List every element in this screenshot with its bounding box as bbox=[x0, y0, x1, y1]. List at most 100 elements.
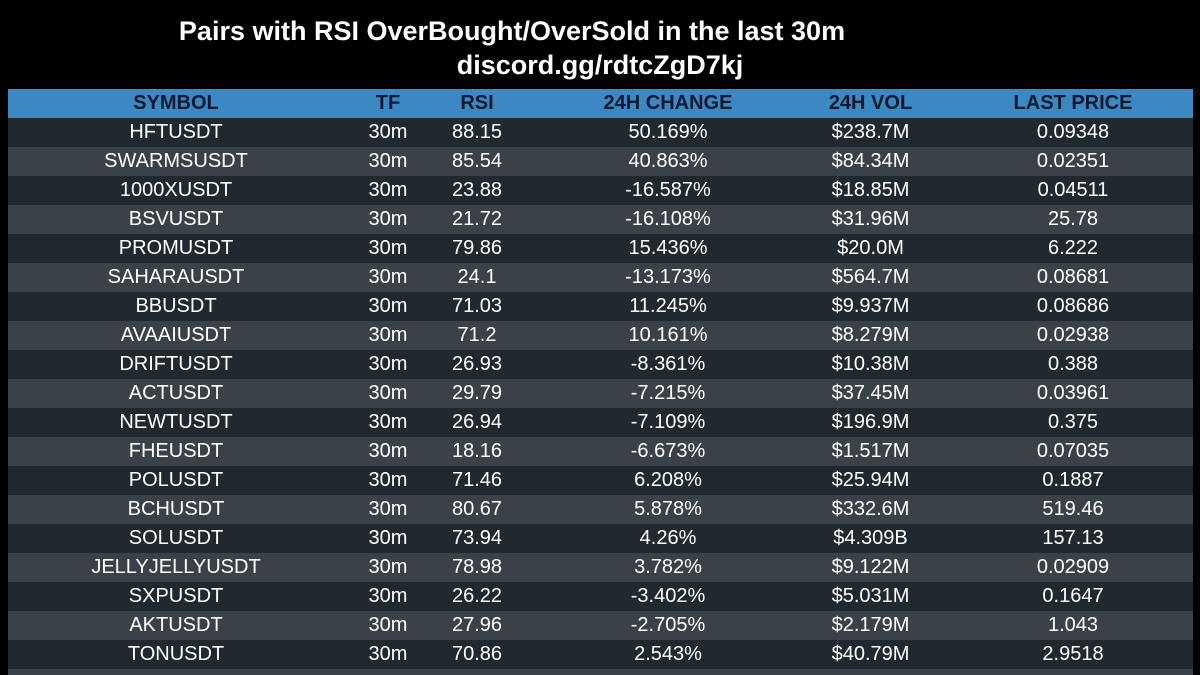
cell-24h-change: -6.673% bbox=[630, 440, 706, 462]
cell-last-price: 6.222 bbox=[1047, 237, 1099, 259]
cell-24h-vol: $5.031M bbox=[831, 585, 910, 607]
cell-24h-vol: $8.279M bbox=[831, 324, 910, 346]
table-row: AKTUSDT 30m 27.96 -2.705% $2.179M 1.043 bbox=[8, 611, 1193, 640]
cell-tf: 30m bbox=[368, 411, 408, 433]
cell-rsi: 73.94 bbox=[451, 527, 503, 549]
cell-24h-vol: $238.7M bbox=[831, 121, 910, 143]
page-title: Pairs with RSI OverBought/OverSold in th… bbox=[178, 16, 846, 46]
table-row: DRIFTUSDT 30m 26.93 -8.361% $10.38M 0.38… bbox=[8, 350, 1193, 379]
cell-24h-change: -2.705% bbox=[630, 614, 706, 636]
cell-24h-change: 2.543% bbox=[634, 643, 702, 665]
table-row: 1000XUSDT 30m 23.88 -16.587% $18.85M 0.0… bbox=[8, 176, 1193, 205]
cell-last-price: 0.375 bbox=[1047, 411, 1099, 433]
cell-tf: 30m bbox=[368, 150, 408, 172]
header-24h-change: 24H CHANGE bbox=[603, 92, 733, 114]
cell-tf: 30m bbox=[368, 237, 408, 259]
cell-24h-vol: $196.9M bbox=[831, 411, 910, 433]
cell-rsi: 26.22 bbox=[451, 585, 503, 607]
cell-tf: 30m bbox=[368, 643, 408, 665]
cell-tf: 30m bbox=[368, 498, 408, 520]
cell-last-price: 0.1647 bbox=[1042, 585, 1104, 607]
cell-symbol: JELLYJELLYUSDT bbox=[91, 556, 261, 578]
cell-symbol: DRIFTUSDT bbox=[119, 353, 233, 375]
cell-24h-change: 40.863% bbox=[628, 150, 708, 172]
cell-last-price: 0.07035 bbox=[1036, 440, 1110, 462]
cell-24h-vol: $31.96M bbox=[831, 208, 910, 230]
cell-last-price: 0.02938 bbox=[1036, 324, 1110, 346]
cell-rsi: 29.79 bbox=[451, 382, 503, 404]
header-last-price: LAST PRICE bbox=[1013, 92, 1133, 114]
table-row: SOLUSDT 30m 73.94 4.26% $4.309B 157.13 bbox=[8, 524, 1193, 553]
cell-symbol: POLUSDT bbox=[128, 469, 224, 491]
header-symbol: SYMBOL bbox=[133, 92, 219, 114]
table-row: POLUSDT 30m 71.46 6.208% $25.94M 0.1887 bbox=[8, 466, 1193, 495]
cell-symbol: SOLUSDT bbox=[128, 527, 224, 549]
cell-symbol: NEWTUSDT bbox=[119, 411, 233, 433]
cell-rsi: 88.15 bbox=[451, 121, 503, 143]
table-row: TONUSDT 30m 70.86 2.543% $40.79M 2.9518 bbox=[8, 640, 1193, 669]
cell-24h-change: -16.587% bbox=[625, 179, 711, 201]
cell-24h-change: 11.245% bbox=[629, 295, 707, 317]
cell-24h-vol: $9.937M bbox=[831, 295, 910, 317]
cell-symbol: 1000XUSDT bbox=[119, 179, 233, 201]
cell-symbol: PROMUSDT bbox=[118, 237, 234, 259]
cell-tf: 30m bbox=[368, 382, 408, 404]
cell-24h-change: 10.161% bbox=[628, 324, 708, 346]
cell-24h-change: 4.26% bbox=[639, 527, 697, 549]
cell-rsi: 85.54 bbox=[451, 150, 503, 172]
cell-tf: 30m bbox=[368, 585, 408, 607]
discord-link-text: discord.gg/rdtcZgD7kj bbox=[456, 50, 744, 80]
cell-symbol: ACTUSDT bbox=[128, 382, 224, 404]
table-row: AVAAIUSDT 30m 71.2 10.161% $8.279M 0.029… bbox=[8, 321, 1193, 350]
cell-rsi: 70.86 bbox=[451, 643, 503, 665]
cell-tf: 30m bbox=[368, 353, 408, 375]
cell-symbol: SAHARAUSDT bbox=[107, 266, 245, 288]
cell-24h-vol: $1.517M bbox=[831, 440, 910, 462]
cell-symbol: AKTUSDT bbox=[129, 614, 223, 636]
table-row-partial bbox=[8, 669, 1193, 675]
cell-last-price: 0.08681 bbox=[1036, 266, 1110, 288]
cell-24h-change: -13.173% bbox=[625, 266, 711, 288]
table-row: HFTUSDT 30m 88.15 50.169% $238.7M 0.0934… bbox=[8, 118, 1193, 147]
cell-last-price: 0.1887 bbox=[1042, 469, 1104, 491]
cell-rsi: 79.86 bbox=[451, 237, 503, 259]
cell-symbol: BBUSDT bbox=[135, 295, 217, 317]
cell-rsi: 27.96 bbox=[451, 614, 503, 636]
cell-last-price: 0.02351 bbox=[1036, 150, 1110, 172]
cell-tf: 30m bbox=[368, 527, 408, 549]
cell-24h-vol: $37.45M bbox=[831, 382, 910, 404]
cell-24h-change: -8.361% bbox=[630, 353, 706, 375]
cell-tf: 30m bbox=[368, 469, 408, 491]
cell-24h-vol: $4.309B bbox=[833, 527, 908, 549]
cell-24h-vol: $2.179M bbox=[831, 614, 910, 636]
cell-last-price: 0.02909 bbox=[1036, 556, 1110, 578]
cell-rsi: 71.03 bbox=[451, 295, 503, 317]
cell-symbol: AVAAIUSDT bbox=[120, 324, 232, 346]
cell-symbol: SXPUSDT bbox=[128, 585, 224, 607]
cell-24h-change: -7.215% bbox=[630, 382, 706, 404]
cell-last-price: 157.13 bbox=[1042, 527, 1104, 549]
cell-last-price: 25.78 bbox=[1047, 208, 1099, 230]
cell-last-price: 0.03961 bbox=[1036, 382, 1110, 404]
cell-tf: 30m bbox=[368, 295, 408, 317]
cell-24h-vol: $9.122M bbox=[831, 556, 910, 578]
cell-24h-change: 15.436% bbox=[628, 237, 708, 259]
table-header: SYMBOL TF RSI 24H CHANGE 24H VOL LAST PR… bbox=[8, 89, 1193, 118]
table-row: JELLYJELLYUSDT 30m 78.98 3.782% $9.122M … bbox=[8, 553, 1193, 582]
cell-rsi: 80.67 bbox=[451, 498, 503, 520]
cell-24h-change: -3.402% bbox=[630, 585, 706, 607]
table-row: FHEUSDT 30m 18.16 -6.673% $1.517M 0.0703… bbox=[8, 437, 1193, 466]
table-row: BBUSDT 30m 71.03 11.245% $9.937M 0.08686 bbox=[8, 292, 1193, 321]
cell-24h-change: 6.208% bbox=[634, 469, 702, 491]
cell-24h-vol: $20.0M bbox=[837, 237, 904, 259]
rsi-table: SYMBOL TF RSI 24H CHANGE 24H VOL LAST PR… bbox=[8, 89, 1193, 675]
cell-rsi: 71.46 bbox=[451, 469, 503, 491]
cell-tf: 30m bbox=[368, 614, 408, 636]
cell-rsi: 78.98 bbox=[451, 556, 503, 578]
cell-last-price: 0.08686 bbox=[1036, 295, 1110, 317]
cell-symbol: BSVUSDT bbox=[128, 208, 224, 230]
table-row: SWARMSUSDT 30m 85.54 40.863% $84.34M 0.0… bbox=[8, 147, 1193, 176]
cell-tf: 30m bbox=[368, 556, 408, 578]
cell-symbol: HFTUSDT bbox=[129, 121, 223, 143]
header-tf: TF bbox=[375, 92, 401, 114]
